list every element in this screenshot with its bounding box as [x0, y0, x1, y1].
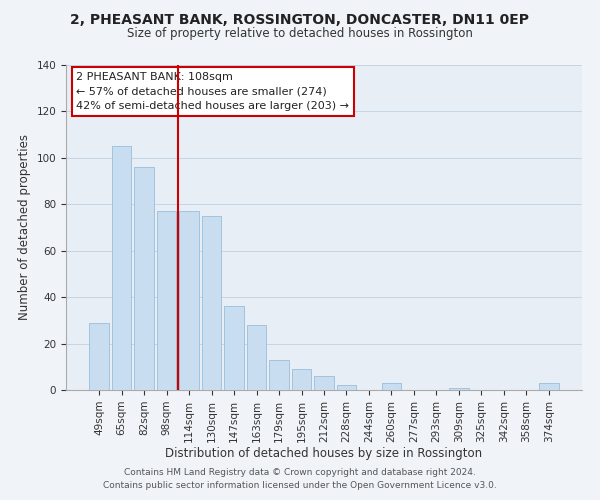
Bar — [314, 376, 334, 390]
Bar — [292, 369, 311, 390]
Bar — [202, 216, 221, 390]
Text: Contains HM Land Registry data © Crown copyright and database right 2024.
Contai: Contains HM Land Registry data © Crown c… — [103, 468, 497, 490]
Bar — [382, 383, 401, 390]
Bar — [247, 325, 266, 390]
Text: Size of property relative to detached houses in Rossington: Size of property relative to detached ho… — [127, 28, 473, 40]
Y-axis label: Number of detached properties: Number of detached properties — [18, 134, 31, 320]
Bar — [224, 306, 244, 390]
Bar — [449, 388, 469, 390]
Text: 2 PHEASANT BANK: 108sqm
← 57% of detached houses are smaller (274)
42% of semi-d: 2 PHEASANT BANK: 108sqm ← 57% of detache… — [76, 72, 349, 111]
Bar — [134, 167, 154, 390]
Bar — [179, 212, 199, 390]
X-axis label: Distribution of detached houses by size in Rossington: Distribution of detached houses by size … — [166, 448, 482, 460]
Bar — [89, 322, 109, 390]
Bar — [539, 383, 559, 390]
Bar — [112, 146, 131, 390]
Text: 2, PHEASANT BANK, ROSSINGTON, DONCASTER, DN11 0EP: 2, PHEASANT BANK, ROSSINGTON, DONCASTER,… — [71, 12, 530, 26]
Bar — [157, 212, 176, 390]
Bar — [337, 386, 356, 390]
Bar — [269, 360, 289, 390]
